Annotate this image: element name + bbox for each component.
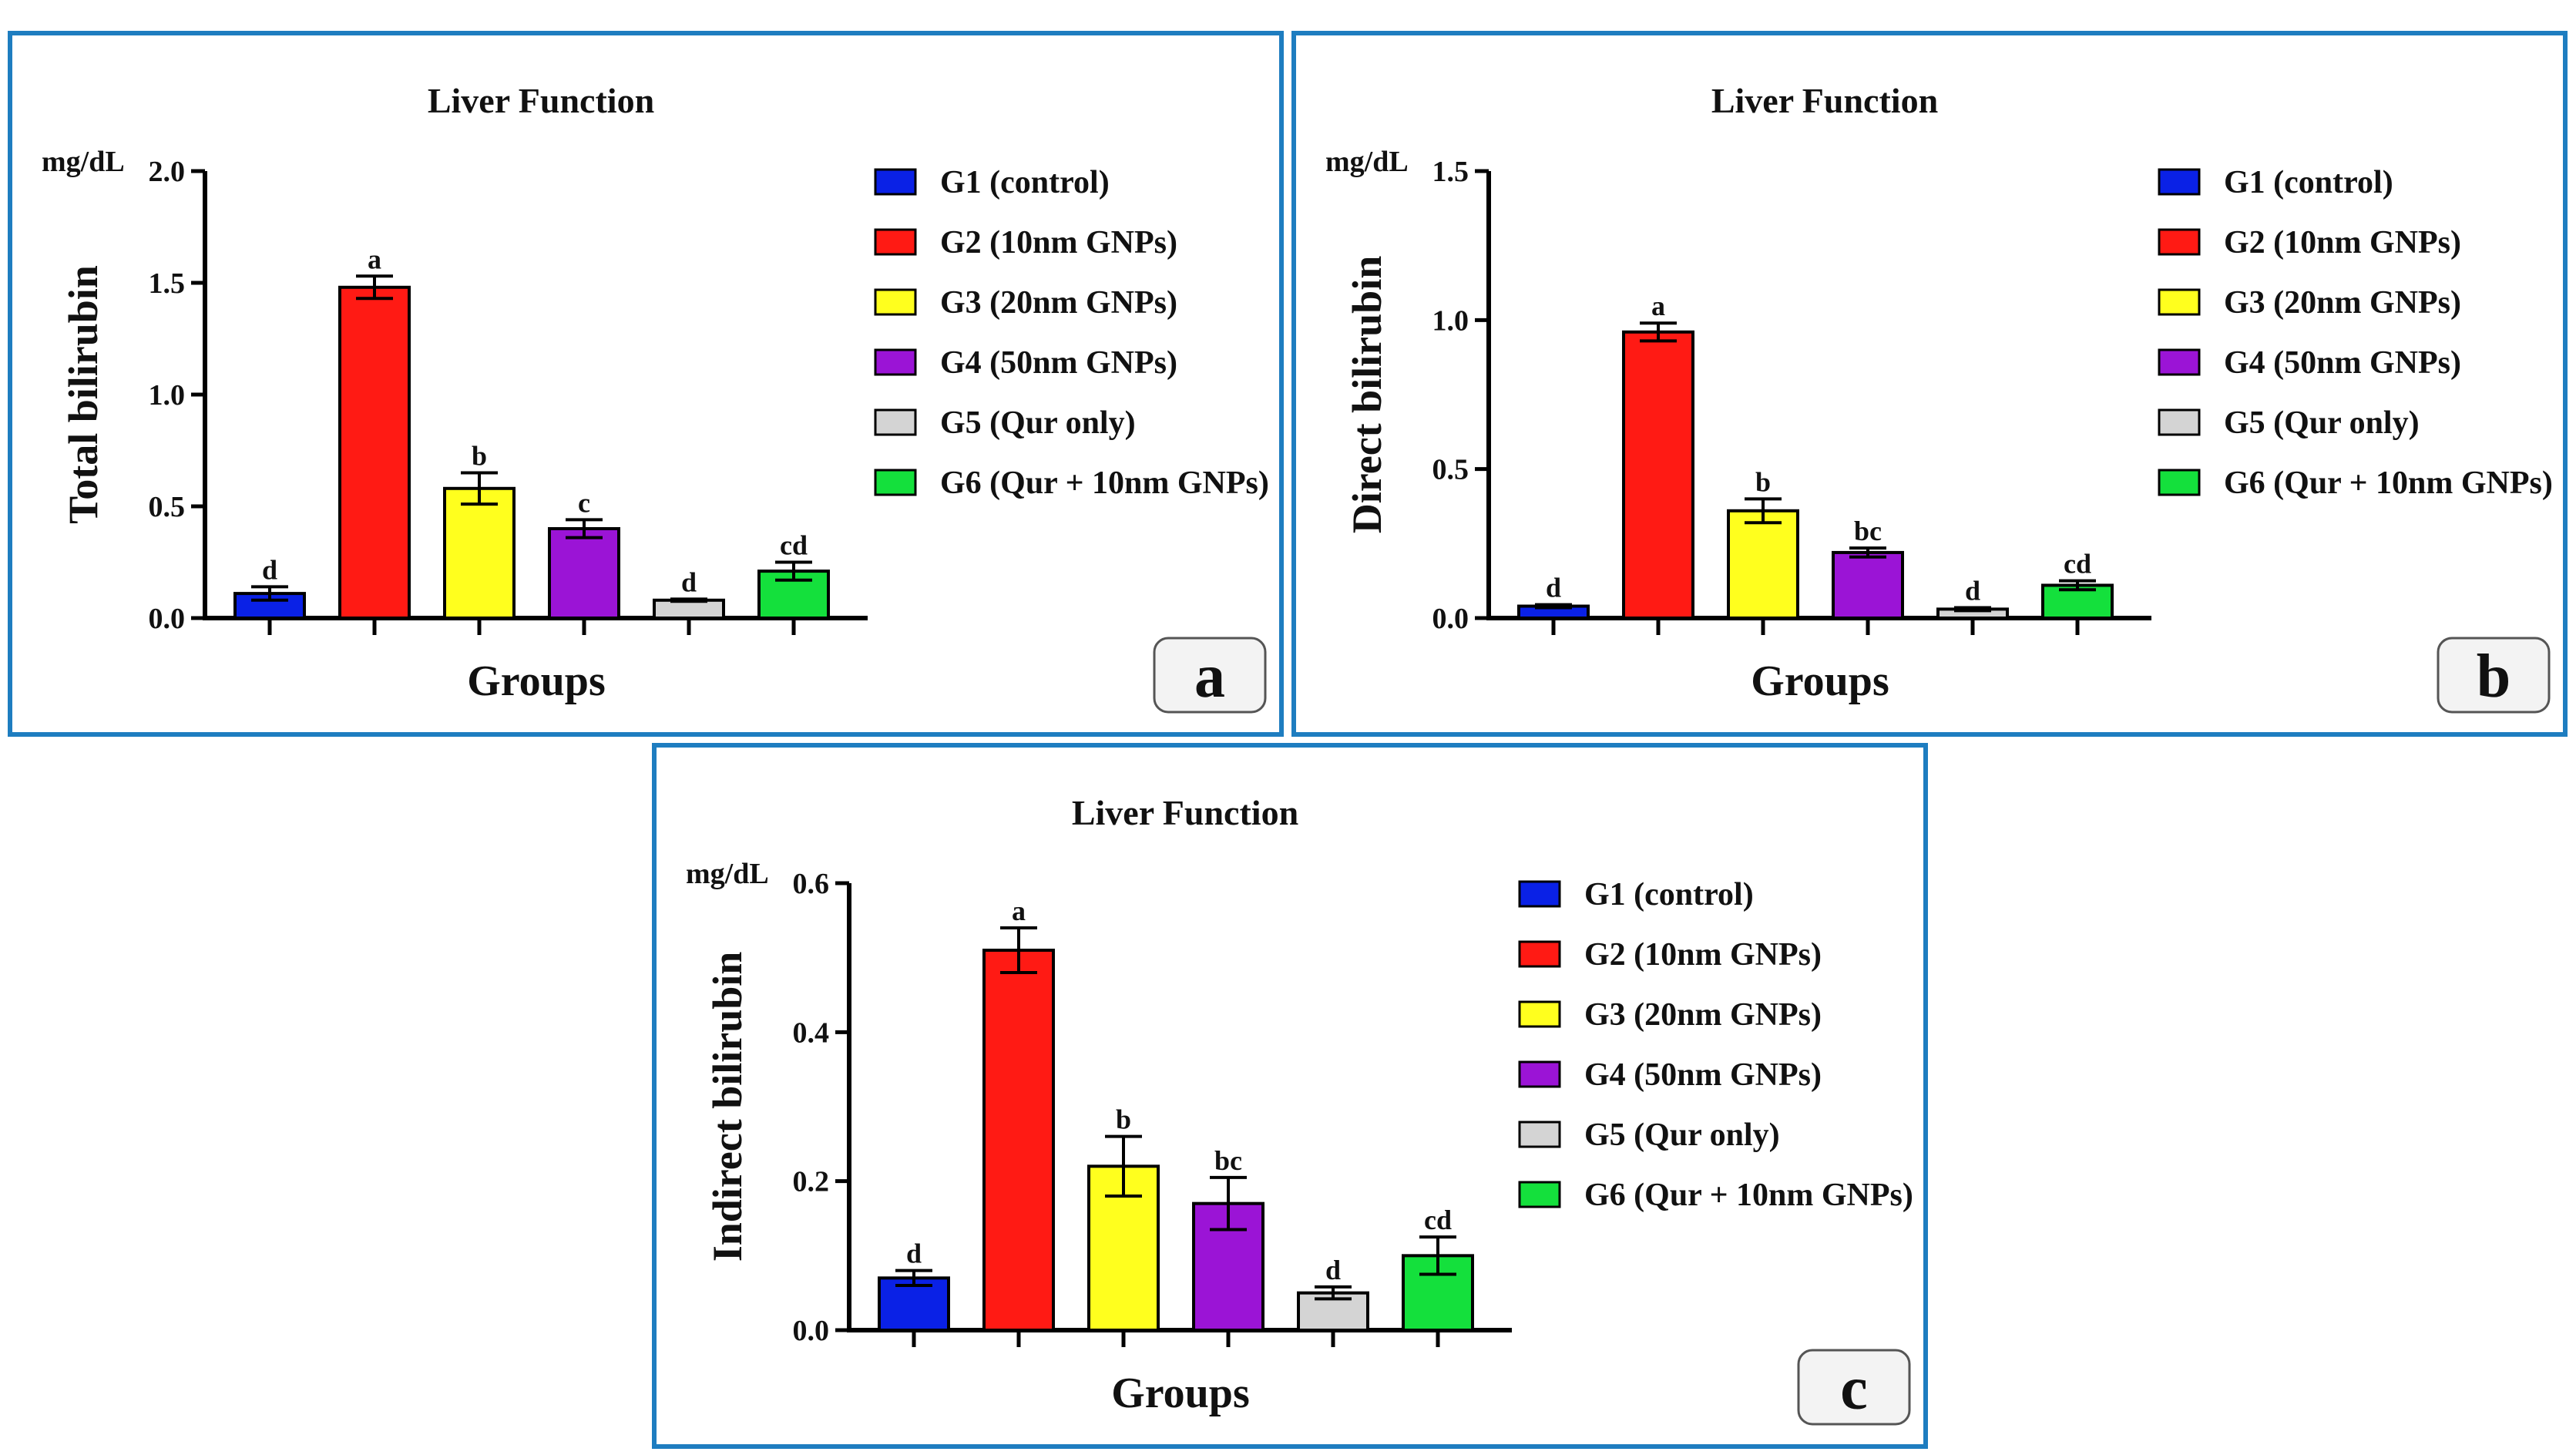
legend-label-3: G3 (20nm GNPs) xyxy=(1584,997,1822,1033)
y-tick-label: 0.0 xyxy=(793,1315,830,1347)
unit-label: mg/dL xyxy=(1325,146,1409,178)
panel-label-badge xyxy=(1153,637,1267,714)
y-tick-label: 0.0 xyxy=(149,603,186,635)
y-tick-label: 0.2 xyxy=(793,1166,830,1198)
significance-label-6: cd xyxy=(1424,1205,1452,1235)
y-axis-label: Total bilirubin xyxy=(60,265,106,524)
legend-label-1: G1 (control) xyxy=(940,165,1110,200)
legend-label-5: G5 (Qur only) xyxy=(1584,1117,1780,1153)
legend-label-6: G6 (Qur + 10nm GNPs) xyxy=(1584,1178,1913,1213)
legend-swatch-1 xyxy=(2158,168,2201,196)
legend-swatch-3 xyxy=(1518,1000,1561,1028)
significance-label-2: a xyxy=(1012,896,1026,926)
unit-label: mg/dL xyxy=(42,146,125,178)
significance-label-6: cd xyxy=(2064,549,2091,580)
significance-label-2: a xyxy=(368,244,381,274)
y-tick-label: 1.5 xyxy=(149,267,186,300)
bar-4 xyxy=(548,527,620,620)
y-tick-label: 0.0 xyxy=(1432,603,1469,635)
significance-label-4: bc xyxy=(1214,1145,1242,1176)
y-tick-label: 0.6 xyxy=(793,868,830,900)
y-tick-label: 0.4 xyxy=(793,1016,830,1049)
x-axis-label: Groups xyxy=(1111,1369,1249,1417)
legend-label-4: G4 (50nm GNPs) xyxy=(1584,1057,1822,1093)
y-tick-label: 1.0 xyxy=(149,379,186,412)
y-tick-label: 0.5 xyxy=(149,491,186,523)
legend-swatch-1 xyxy=(1518,880,1561,908)
legend-swatch-1 xyxy=(874,168,917,196)
chart-title: Liver Function xyxy=(1711,81,1938,120)
significance-label-6: cd xyxy=(780,530,808,561)
legend-label-5: G5 (Qur only) xyxy=(2224,405,2420,441)
significance-label-4: c xyxy=(578,487,590,518)
legend-label-6: G6 (Qur + 10nm GNPs) xyxy=(940,465,1269,501)
bar-3 xyxy=(1727,509,1799,620)
legend-swatch-5 xyxy=(1518,1121,1561,1148)
chart-c: Liver Function mg/dL Indirect bilirubin Gro… xyxy=(686,793,1913,1426)
significance-label-4: bc xyxy=(1854,516,1882,546)
bar-3 xyxy=(443,486,516,620)
significance-label-5: d xyxy=(1325,1255,1341,1285)
significance-label-3: b xyxy=(1116,1104,1131,1135)
y-tick-label: 1.5 xyxy=(1432,156,1469,188)
legend-label-6: G6 (Qur + 10nm GNPs) xyxy=(2224,465,2553,501)
chart-title: Liver Function xyxy=(428,81,654,120)
legend-label-2: G2 (10nm GNPs) xyxy=(2224,225,2461,260)
significance-label-1: d xyxy=(906,1238,922,1269)
legend-swatch-6 xyxy=(1518,1181,1561,1208)
legend-label-4: G4 (50nm GNPs) xyxy=(940,345,1177,381)
bar-4 xyxy=(1832,550,1904,620)
significance-label-5: d xyxy=(681,566,697,597)
legend-swatch-3 xyxy=(2158,288,2201,316)
significance-label-5: d xyxy=(1965,575,1980,606)
panel-label-badge xyxy=(2437,637,2551,714)
y-tick-label: 2.0 xyxy=(149,156,186,188)
legend-label-1: G1 (control) xyxy=(2224,165,2393,200)
unit-label: mg/dL xyxy=(686,858,769,890)
legend-swatch-5 xyxy=(2158,408,2201,436)
legend-label-2: G2 (10nm GNPs) xyxy=(1584,937,1822,973)
panel-label: a xyxy=(1194,643,1225,711)
chart-a: Liver Function mg/dL Total bilirubin Groups… xyxy=(42,81,1269,714)
legend-swatch-4 xyxy=(2158,348,2201,376)
legend-swatch-6 xyxy=(2158,469,2201,496)
legend-label-2: G2 (10nm GNPs) xyxy=(940,225,1177,260)
y-tick-label: 0.5 xyxy=(1432,454,1469,486)
chart-panel-a: Liver Function mg/dL Total bilirubin Groups… xyxy=(8,31,1284,737)
chart-b: Liver Function mg/dL Direct bilirubin Group… xyxy=(1325,81,2553,714)
legend-label-5: G5 (Qur only) xyxy=(940,405,1136,441)
x-axis-label: Groups xyxy=(467,657,605,705)
panel-label-badge xyxy=(1797,1349,1911,1426)
chart-panel-b: Liver Function mg/dL Direct bilirubin Group… xyxy=(1291,31,2568,737)
panel-label: b xyxy=(2477,643,2511,711)
legend-swatch-6 xyxy=(874,469,917,496)
y-axis-label: Indirect bilirubin xyxy=(704,952,751,1262)
chart-title: Liver Function xyxy=(1072,793,1298,832)
y-axis-label: Direct bilirubin xyxy=(1344,256,1390,534)
legend-label-1: G1 (control) xyxy=(1584,877,1754,912)
bar-5 xyxy=(653,598,725,620)
significance-label-3: b xyxy=(1755,466,1771,497)
legend-swatch-2 xyxy=(2158,228,2201,256)
significance-label-1: d xyxy=(262,554,277,585)
bar-2 xyxy=(1622,330,1694,620)
legend-swatch-4 xyxy=(1518,1060,1561,1088)
chart-panel-c: Liver Function mg/dL Indirect bilirubin Gro… xyxy=(652,743,1928,1449)
legend-label-3: G3 (20nm GNPs) xyxy=(940,285,1177,321)
legend-label-3: G3 (20nm GNPs) xyxy=(2224,285,2461,321)
legend-swatch-4 xyxy=(874,348,917,376)
significance-label-2: a xyxy=(1651,291,1665,321)
significance-label-3: b xyxy=(472,441,487,472)
panel-label: c xyxy=(1840,1355,1868,1423)
legend-label-4: G4 (50nm GNPs) xyxy=(2224,345,2461,381)
legend-swatch-5 xyxy=(874,408,917,436)
bar-2 xyxy=(338,285,411,620)
legend-swatch-2 xyxy=(1518,940,1561,968)
x-axis-label: Groups xyxy=(1751,657,1889,705)
significance-label-1: d xyxy=(1546,573,1561,603)
y-tick-label: 1.0 xyxy=(1432,304,1469,337)
legend-swatch-3 xyxy=(874,288,917,316)
legend-swatch-2 xyxy=(874,228,917,256)
bar-2 xyxy=(982,949,1055,1332)
